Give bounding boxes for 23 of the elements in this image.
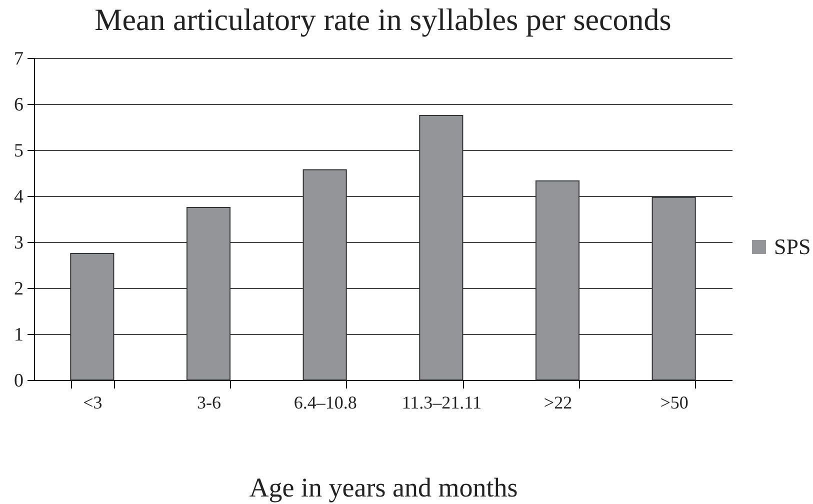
bar (535, 180, 580, 380)
y-tick-label: 2 (14, 278, 24, 300)
x-tick-label: >50 (660, 392, 688, 412)
y-tick-label: 1 (14, 324, 24, 346)
x-tick-label: 6.4–10.8 (294, 392, 357, 412)
y-tick-label: 0 (14, 370, 24, 392)
y-tick-label: 5 (14, 140, 24, 162)
bar (652, 196, 696, 380)
bar (70, 253, 114, 380)
bar (419, 115, 464, 380)
chart-title: Mean articulatory rate in syllables per seconds (94, 2, 672, 37)
bar (302, 169, 347, 380)
x-axis-title: Age in years and months (249, 472, 518, 502)
x-tick-label: >22 (544, 392, 572, 412)
y-tick-label: 4 (14, 186, 24, 208)
y-tick-label: 6 (14, 94, 24, 116)
x-tick-label: 3-6 (197, 392, 221, 412)
x-tick-label: <3 (83, 392, 102, 412)
y-tick-label: 7 (14, 48, 24, 70)
bar (186, 207, 231, 380)
x-tick-label: 11.3–21.11 (402, 392, 482, 412)
legend-label: SPS (774, 234, 811, 259)
y-tick-label: 3 (14, 232, 24, 254)
